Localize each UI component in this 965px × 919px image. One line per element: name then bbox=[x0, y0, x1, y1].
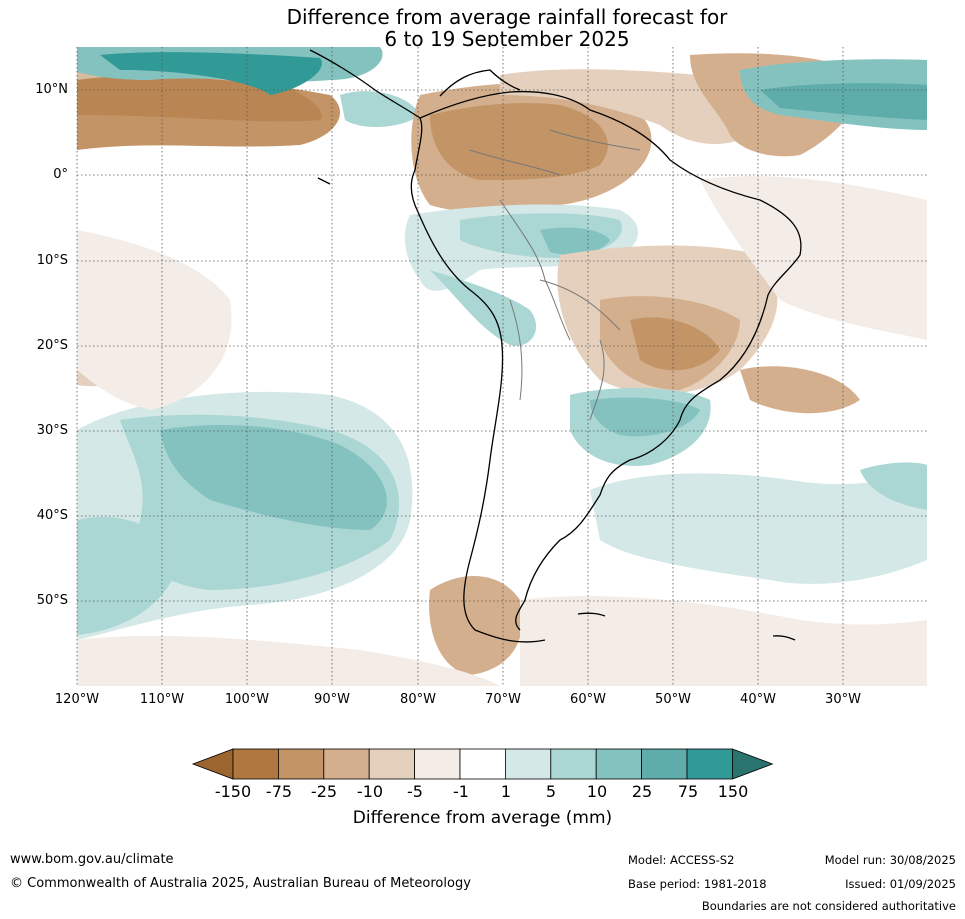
issued-date: Issued: 01/09/2025 bbox=[845, 877, 956, 891]
lon-label-70w: 70°W bbox=[485, 692, 521, 707]
colorbar-cell bbox=[686, 748, 733, 780]
lat-label-0: 0° bbox=[53, 167, 68, 182]
copyright: © Commonwealth of Australia 2025, Austra… bbox=[10, 876, 471, 891]
cb-tick: -1 bbox=[453, 782, 469, 801]
cb-tick: 75 bbox=[677, 782, 699, 801]
colorbar bbox=[191, 748, 774, 780]
boundaries-disclaimer: Boundaries are not considered authoritat… bbox=[701, 899, 956, 913]
lat-label-10n: 10°N bbox=[35, 82, 68, 97]
colorbar-cell bbox=[595, 748, 643, 780]
colorbar-cell bbox=[641, 748, 688, 780]
coastlines bbox=[309, 49, 802, 643]
colorbar-cell bbox=[459, 748, 506, 780]
lat-label-10s: 10°S bbox=[36, 253, 68, 268]
colorbar-extend-high bbox=[732, 748, 774, 780]
lon-label-60w: 60°W bbox=[570, 692, 606, 707]
colorbar-cell bbox=[232, 748, 279, 780]
base-period: Base period: 1981-2018 bbox=[628, 877, 767, 891]
cb-tick: -150 bbox=[214, 782, 252, 801]
model-run: Model run: 30/08/2025 bbox=[824, 853, 956, 867]
lat-label-20s: 20°S bbox=[36, 338, 68, 353]
graticule bbox=[76, 47, 927, 686]
cb-tick: 1 bbox=[500, 782, 512, 801]
colorbar-extend-low bbox=[191, 748, 234, 780]
lon-label-30w: 30°W bbox=[825, 692, 861, 707]
colorbar-cell bbox=[368, 748, 415, 780]
lat-label-40s: 40°S bbox=[36, 508, 68, 523]
colorbar-label: Difference from average (mm) bbox=[352, 808, 613, 828]
lon-label-110w: 110°W bbox=[139, 692, 185, 707]
cb-tick: 150 bbox=[717, 782, 749, 801]
colorbar-cell bbox=[278, 748, 325, 780]
lon-label-100w: 100°W bbox=[224, 692, 270, 707]
anomaly-field bbox=[77, 47, 927, 686]
lon-label-120w: 120°W bbox=[54, 692, 100, 707]
colorbar-cell bbox=[504, 748, 552, 780]
rainfall-anomaly-map bbox=[76, 47, 927, 686]
lon-label-80w: 80°W bbox=[400, 692, 436, 707]
model-name: Model: ACCESS-S2 bbox=[628, 853, 735, 867]
lon-label-40w: 40°W bbox=[740, 692, 776, 707]
cb-tick: -5 bbox=[407, 782, 423, 801]
map-title-line2: 6 to 19 September 2025 bbox=[384, 27, 630, 51]
colorbar-cell bbox=[414, 748, 461, 780]
lat-label-50s: 50°S bbox=[36, 593, 68, 608]
lat-label-30s: 30°S bbox=[36, 423, 68, 438]
lon-label-90w: 90°W bbox=[314, 692, 350, 707]
country-borders bbox=[469, 129, 641, 421]
cb-tick: 25 bbox=[631, 782, 653, 801]
cb-tick: 10 bbox=[586, 782, 608, 801]
cb-tick: -25 bbox=[310, 782, 338, 801]
lon-label-50w: 50°W bbox=[655, 692, 691, 707]
map-title-line1: Difference from average rainfall forecas… bbox=[286, 5, 728, 29]
website-link[interactable]: www.bom.gov.au/climate bbox=[10, 852, 174, 867]
cb-tick: -75 bbox=[265, 782, 293, 801]
cb-tick: 5 bbox=[545, 782, 557, 801]
colorbar-cell bbox=[323, 748, 370, 780]
colorbar-cell bbox=[550, 748, 597, 780]
cb-tick: -10 bbox=[356, 782, 384, 801]
